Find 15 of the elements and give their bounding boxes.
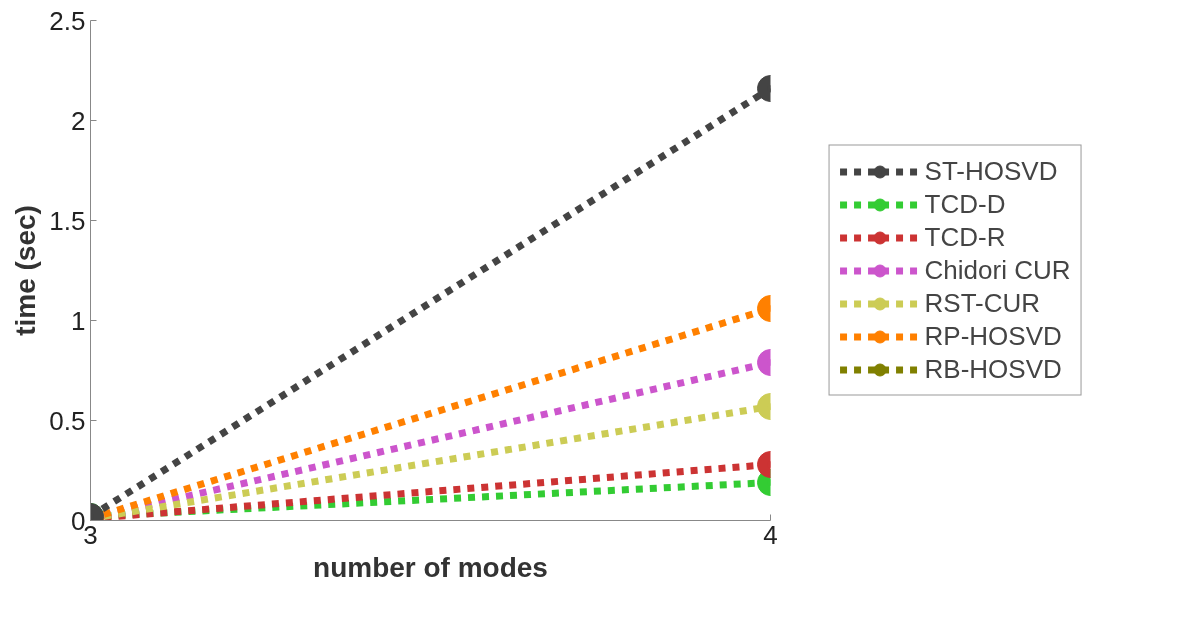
legend-label: ST-HOSVD (924, 155, 1058, 187)
x-tick-label: 4 (763, 519, 778, 550)
y-tick-label: 0.5 (49, 405, 86, 436)
legend-label: RP-HOSVD (924, 320, 1062, 352)
y-axis-title: time (sec) (10, 205, 42, 336)
legend-label: TCD-R (924, 221, 1006, 253)
x-axis-title: number of modes (313, 551, 548, 583)
legend-label: TCD-D (924, 188, 1006, 220)
legend-label: RB-HOSVD (924, 353, 1062, 385)
y-tick-label: 2 (71, 105, 86, 136)
legend-label: Chidori CUR (924, 254, 1071, 286)
legend-label: RST-CUR (924, 287, 1041, 319)
y-tick-label: 1.5 (49, 205, 86, 236)
y-tick-label: 2.5 (49, 5, 86, 36)
y-tick-label: 1 (71, 305, 86, 336)
